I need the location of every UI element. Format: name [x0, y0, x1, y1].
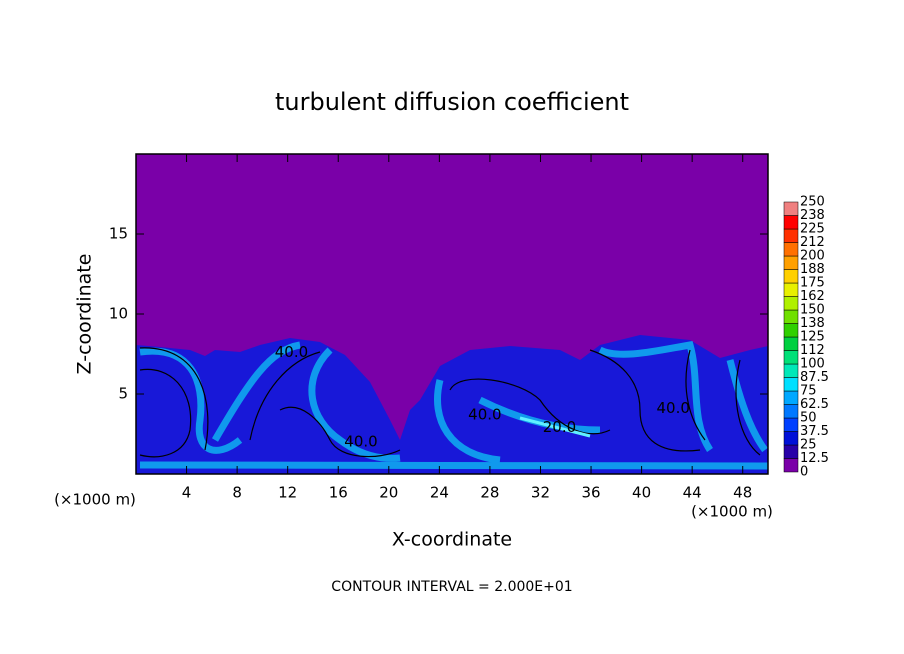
x-tick-label: 48 [733, 484, 752, 502]
colorbar-label: 188 [800, 262, 825, 277]
colorbar-label: 25 [800, 438, 817, 453]
contour-label: 40.0 [344, 433, 377, 451]
colorbar-swatch [783, 215, 799, 230]
colorbar-swatch [783, 431, 799, 446]
y-tick-label: 10 [109, 305, 128, 323]
x-unit-label: (×1000 m) [691, 503, 773, 521]
x-tick-label: 44 [683, 484, 702, 502]
colorbar-label: 238 [800, 208, 825, 223]
x-axis-title: X-coordinate [392, 529, 512, 551]
colorbar-swatch [783, 228, 799, 243]
y-axis-title: Z-coordinate [74, 254, 96, 375]
x-tick-label: 4 [182, 484, 192, 502]
colorbar-label: 250 [800, 195, 825, 210]
colorbar-label: 200 [800, 249, 825, 264]
colorbar-label: 12.5 [800, 451, 829, 466]
colorbar-label: 125 [800, 330, 825, 345]
colorbar-swatch [783, 282, 799, 297]
colorbar-swatch [783, 363, 799, 378]
y-tick-label: 5 [118, 385, 128, 403]
colorbar-label: 0 [800, 465, 808, 480]
colorbar-swatch [783, 309, 799, 324]
field [136, 154, 768, 474]
colorbar-swatch [783, 336, 799, 351]
colorbar-label: 87.5 [800, 370, 829, 385]
colorbar-label: 150 [800, 303, 825, 318]
colorbar-swatch [783, 255, 799, 270]
x-tick-label: 28 [480, 484, 499, 502]
y-tick-label: 15 [109, 225, 128, 243]
colorbar-label: 225 [800, 222, 825, 237]
colorbar-label: 100 [800, 357, 825, 372]
colorbar-label: 138 [800, 316, 825, 331]
x-tick-label: 24 [430, 484, 449, 502]
colorbar-swatch [783, 269, 799, 284]
colorbar-label: 175 [800, 276, 825, 291]
colorbar-swatch [783, 417, 799, 432]
x-tick-label: 40 [632, 484, 651, 502]
contour-label: 40.0 [468, 405, 501, 423]
contour-label: 20.0 [543, 418, 576, 436]
colorbar-swatch [783, 201, 799, 216]
colorbar-swatch [783, 296, 799, 311]
colorbar-label: 212 [800, 235, 825, 250]
x-unit-label: (×1000 m) [54, 491, 136, 509]
colorbar-swatch [783, 458, 799, 473]
colorbar-swatch [783, 350, 799, 365]
colorbar-swatch [783, 377, 799, 392]
x-tick-label: 16 [329, 484, 348, 502]
footer-note: CONTOUR INTERVAL = 2.000E+01 [331, 579, 572, 595]
colorbar-swatch [783, 404, 799, 419]
field-streak-highlight [519, 416, 591, 438]
x-tick-label: 36 [581, 484, 600, 502]
colorbar-label: 37.5 [800, 424, 829, 439]
field-streaks [139, 341, 768, 470]
colorbar-label: 112 [800, 343, 825, 358]
contour-lines [139, 347, 761, 458]
field-region [136, 335, 768, 474]
chart-title: turbulent diffusion coefficient [275, 88, 629, 116]
colorbar-swatch [783, 390, 799, 405]
contour-label: 40.0 [275, 343, 308, 361]
colorbar-label: 62.5 [800, 397, 829, 412]
colorbar-label: 162 [800, 289, 825, 304]
x-tick-label: 20 [379, 484, 398, 502]
x-tick-label: 32 [531, 484, 550, 502]
colorbar-swatch [783, 242, 799, 257]
colorbar-swatch [783, 323, 799, 338]
x-tick-label: 8 [232, 484, 242, 502]
colorbar-label: 75 [800, 384, 817, 399]
colorbar-label: 50 [800, 411, 817, 426]
x-tick-label: 12 [278, 484, 297, 502]
colorbar-swatch [783, 444, 799, 459]
contour-label: 40.0 [656, 399, 689, 417]
